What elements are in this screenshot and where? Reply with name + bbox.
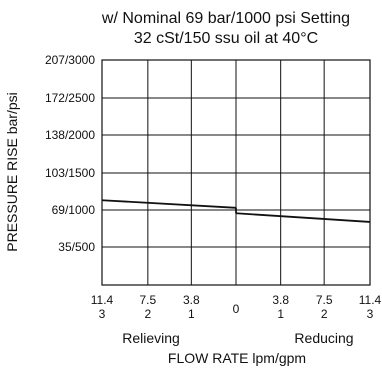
x-tick-label-gpm: 1 <box>277 307 284 321</box>
series-group <box>101 199 371 223</box>
series-line-relieving <box>101 199 237 209</box>
x-tick-label-lpm: 0 <box>233 302 240 316</box>
x-tick-label-gpm: 1 <box>188 307 195 321</box>
y-tick-label: 103/1500 <box>45 166 95 180</box>
y-tick-label: 35/500 <box>58 240 95 254</box>
x-tick-label-gpm: 3 <box>99 307 106 321</box>
series-line-reducing <box>235 212 371 223</box>
x-tick-label-lpm: 7.5 <box>316 293 333 307</box>
y-tick-label: 172/2500 <box>45 91 95 105</box>
x-tick-label-gpm: 2 <box>144 307 151 321</box>
y-tick-label: 138/2000 <box>45 128 95 142</box>
x-tick-label-lpm: 11.4 <box>91 293 114 307</box>
x-axis-title: FLOW RATE lpm/gpm <box>168 350 306 366</box>
y-axis-title: PRESSURE RISE bar/psi <box>4 92 20 252</box>
chart-subtitle: 32 cSt/150 ssu oil at 40°C <box>134 30 318 47</box>
y-tick-label: 207/3000 <box>45 53 95 67</box>
region-label-reducing: Reducing <box>294 330 353 346</box>
region-label-relieving: Relieving <box>122 330 180 346</box>
x-tick-label-gpm: 3 <box>367 307 374 321</box>
x-tick-label-lpm: 11.4 <box>359 293 382 307</box>
x-tick-label-lpm: 3.8 <box>183 293 200 307</box>
x-tick-label-lpm: 3.8 <box>272 293 289 307</box>
plot-frame <box>101 59 371 286</box>
x-tick-label-gpm: 2 <box>321 307 328 321</box>
grid <box>101 59 371 285</box>
y-tick-labels: 35/500 69/1000 103/1500 138/2000 172/2500 207… <box>45 53 95 254</box>
x-tick-label-lpm: 7.5 <box>139 293 156 307</box>
y-tick-label: 69/1000 <box>52 203 96 217</box>
chart-title: w/ Nominal 69 bar/1000 psi Setting <box>101 10 350 27</box>
